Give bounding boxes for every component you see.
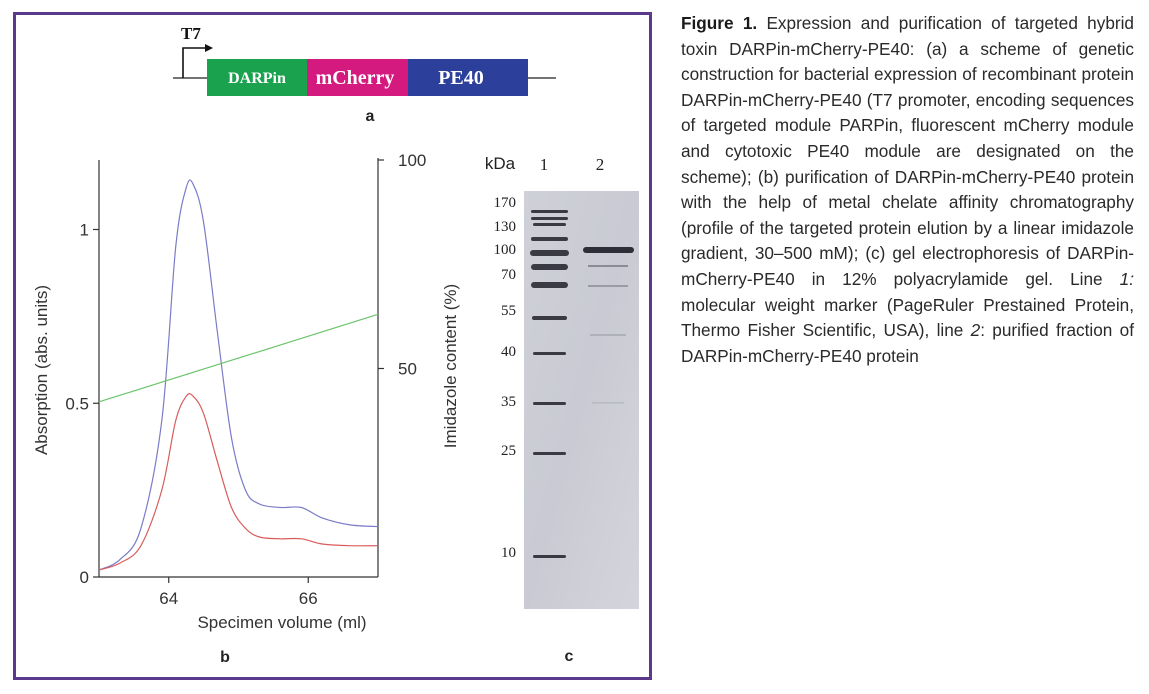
panel-b-label: b: [220, 649, 230, 666]
lane-2-bands: [583, 247, 634, 404]
caption-text: : purified fraction of DARPin-mCherry-PE…: [681, 320, 1134, 366]
imidazole-gradient-line: [98, 313, 379, 403]
y-axis-title: Absorption (abs. units): [32, 285, 51, 455]
marker-band: [533, 555, 566, 558]
minor-band: [588, 265, 628, 267]
caption-title: Figure 1.: [681, 13, 758, 33]
marker-label: 10: [501, 545, 516, 561]
marker-label: 40: [501, 344, 516, 360]
promoter-arrowhead-icon: [205, 44, 213, 52]
promoter-label: T7: [181, 24, 201, 43]
marker-label: 55: [501, 303, 516, 319]
panel-c-gel: kDa 1 2 170 130 100 70 55 40 35 25 10: [485, 154, 639, 665]
figure-caption: Figure 1. Expression and purification of…: [681, 11, 1134, 369]
absorption-trace-red: [98, 393, 379, 571]
kda-label: kDa: [485, 154, 516, 173]
marker-band: [533, 223, 566, 226]
darpin-label: DARPin: [228, 70, 286, 87]
marker-label: 70: [501, 267, 516, 283]
marker-label: 170: [494, 195, 517, 211]
darpin-segment: [207, 59, 307, 96]
pe40-segment: [408, 59, 528, 96]
marker-band: [531, 264, 568, 270]
panel-a-construct: T7 DARPin mCherry PE40 a: [173, 24, 556, 125]
panel-a-label: a: [366, 108, 375, 125]
lane-1-label: 1: [540, 155, 549, 174]
promoter-arrow-icon: [182, 47, 205, 78]
x-tick-label: 66: [299, 589, 318, 608]
minor-band: [588, 285, 628, 287]
panel-c-label: c: [565, 648, 574, 665]
gel-image: [524, 191, 639, 609]
marker-band: [533, 352, 566, 355]
marker-band: [530, 250, 569, 256]
caption-lane-1: 1:: [1119, 268, 1134, 289]
y2-tick-label: 100: [398, 151, 426, 170]
lane-2-label: 2: [596, 155, 605, 174]
marker-band: [531, 237, 568, 241]
minor-band: [592, 402, 624, 404]
marker-labels: 170 130 100 70 55 40 35 25 10: [494, 195, 517, 561]
y-tick-label: 1: [80, 221, 89, 240]
y-tick-label: 0.5: [65, 394, 89, 413]
minor-band: [590, 334, 626, 336]
target-protein-band: [583, 247, 634, 253]
caption-text: Expression and purification of targeted …: [681, 13, 1134, 289]
marker-band: [533, 402, 566, 405]
y2-tick-label: 50: [398, 360, 417, 379]
marker-band: [531, 217, 568, 220]
x-axis-title: Specimen volume (ml): [197, 613, 366, 632]
pe40-label: PE40: [438, 67, 484, 89]
marker-label: 130: [494, 219, 517, 235]
panel-b-chart: 0 0.5 1 64 66 50 100 Specimen volume (ml) Abso…: [32, 151, 460, 666]
mcherry-segment: [307, 59, 408, 96]
y-tick-label: 0: [80, 568, 89, 587]
x-tick-label: 64: [159, 589, 178, 608]
figure-frame: [13, 12, 652, 680]
marker-band: [533, 452, 566, 455]
marker-label: 25: [501, 443, 516, 459]
marker-label: 35: [501, 394, 516, 410]
marker-band: [531, 210, 568, 213]
y2-axis-title: Imidazole content (%): [441, 284, 460, 448]
lane-1-bands: [530, 210, 569, 558]
caption-lane-2: 2: [970, 320, 981, 341]
marker-band: [532, 316, 567, 320]
caption-text: molecular weight marker (PageRuler Prest…: [681, 294, 1134, 341]
axis-ticks: 0 0.5 1 64 66 50 100: [65, 151, 426, 608]
marker-label: 100: [494, 242, 517, 258]
mcherry-label: mCherry: [316, 67, 395, 89]
absorption-trace-blue: [98, 179, 379, 571]
marker-band: [531, 282, 568, 288]
